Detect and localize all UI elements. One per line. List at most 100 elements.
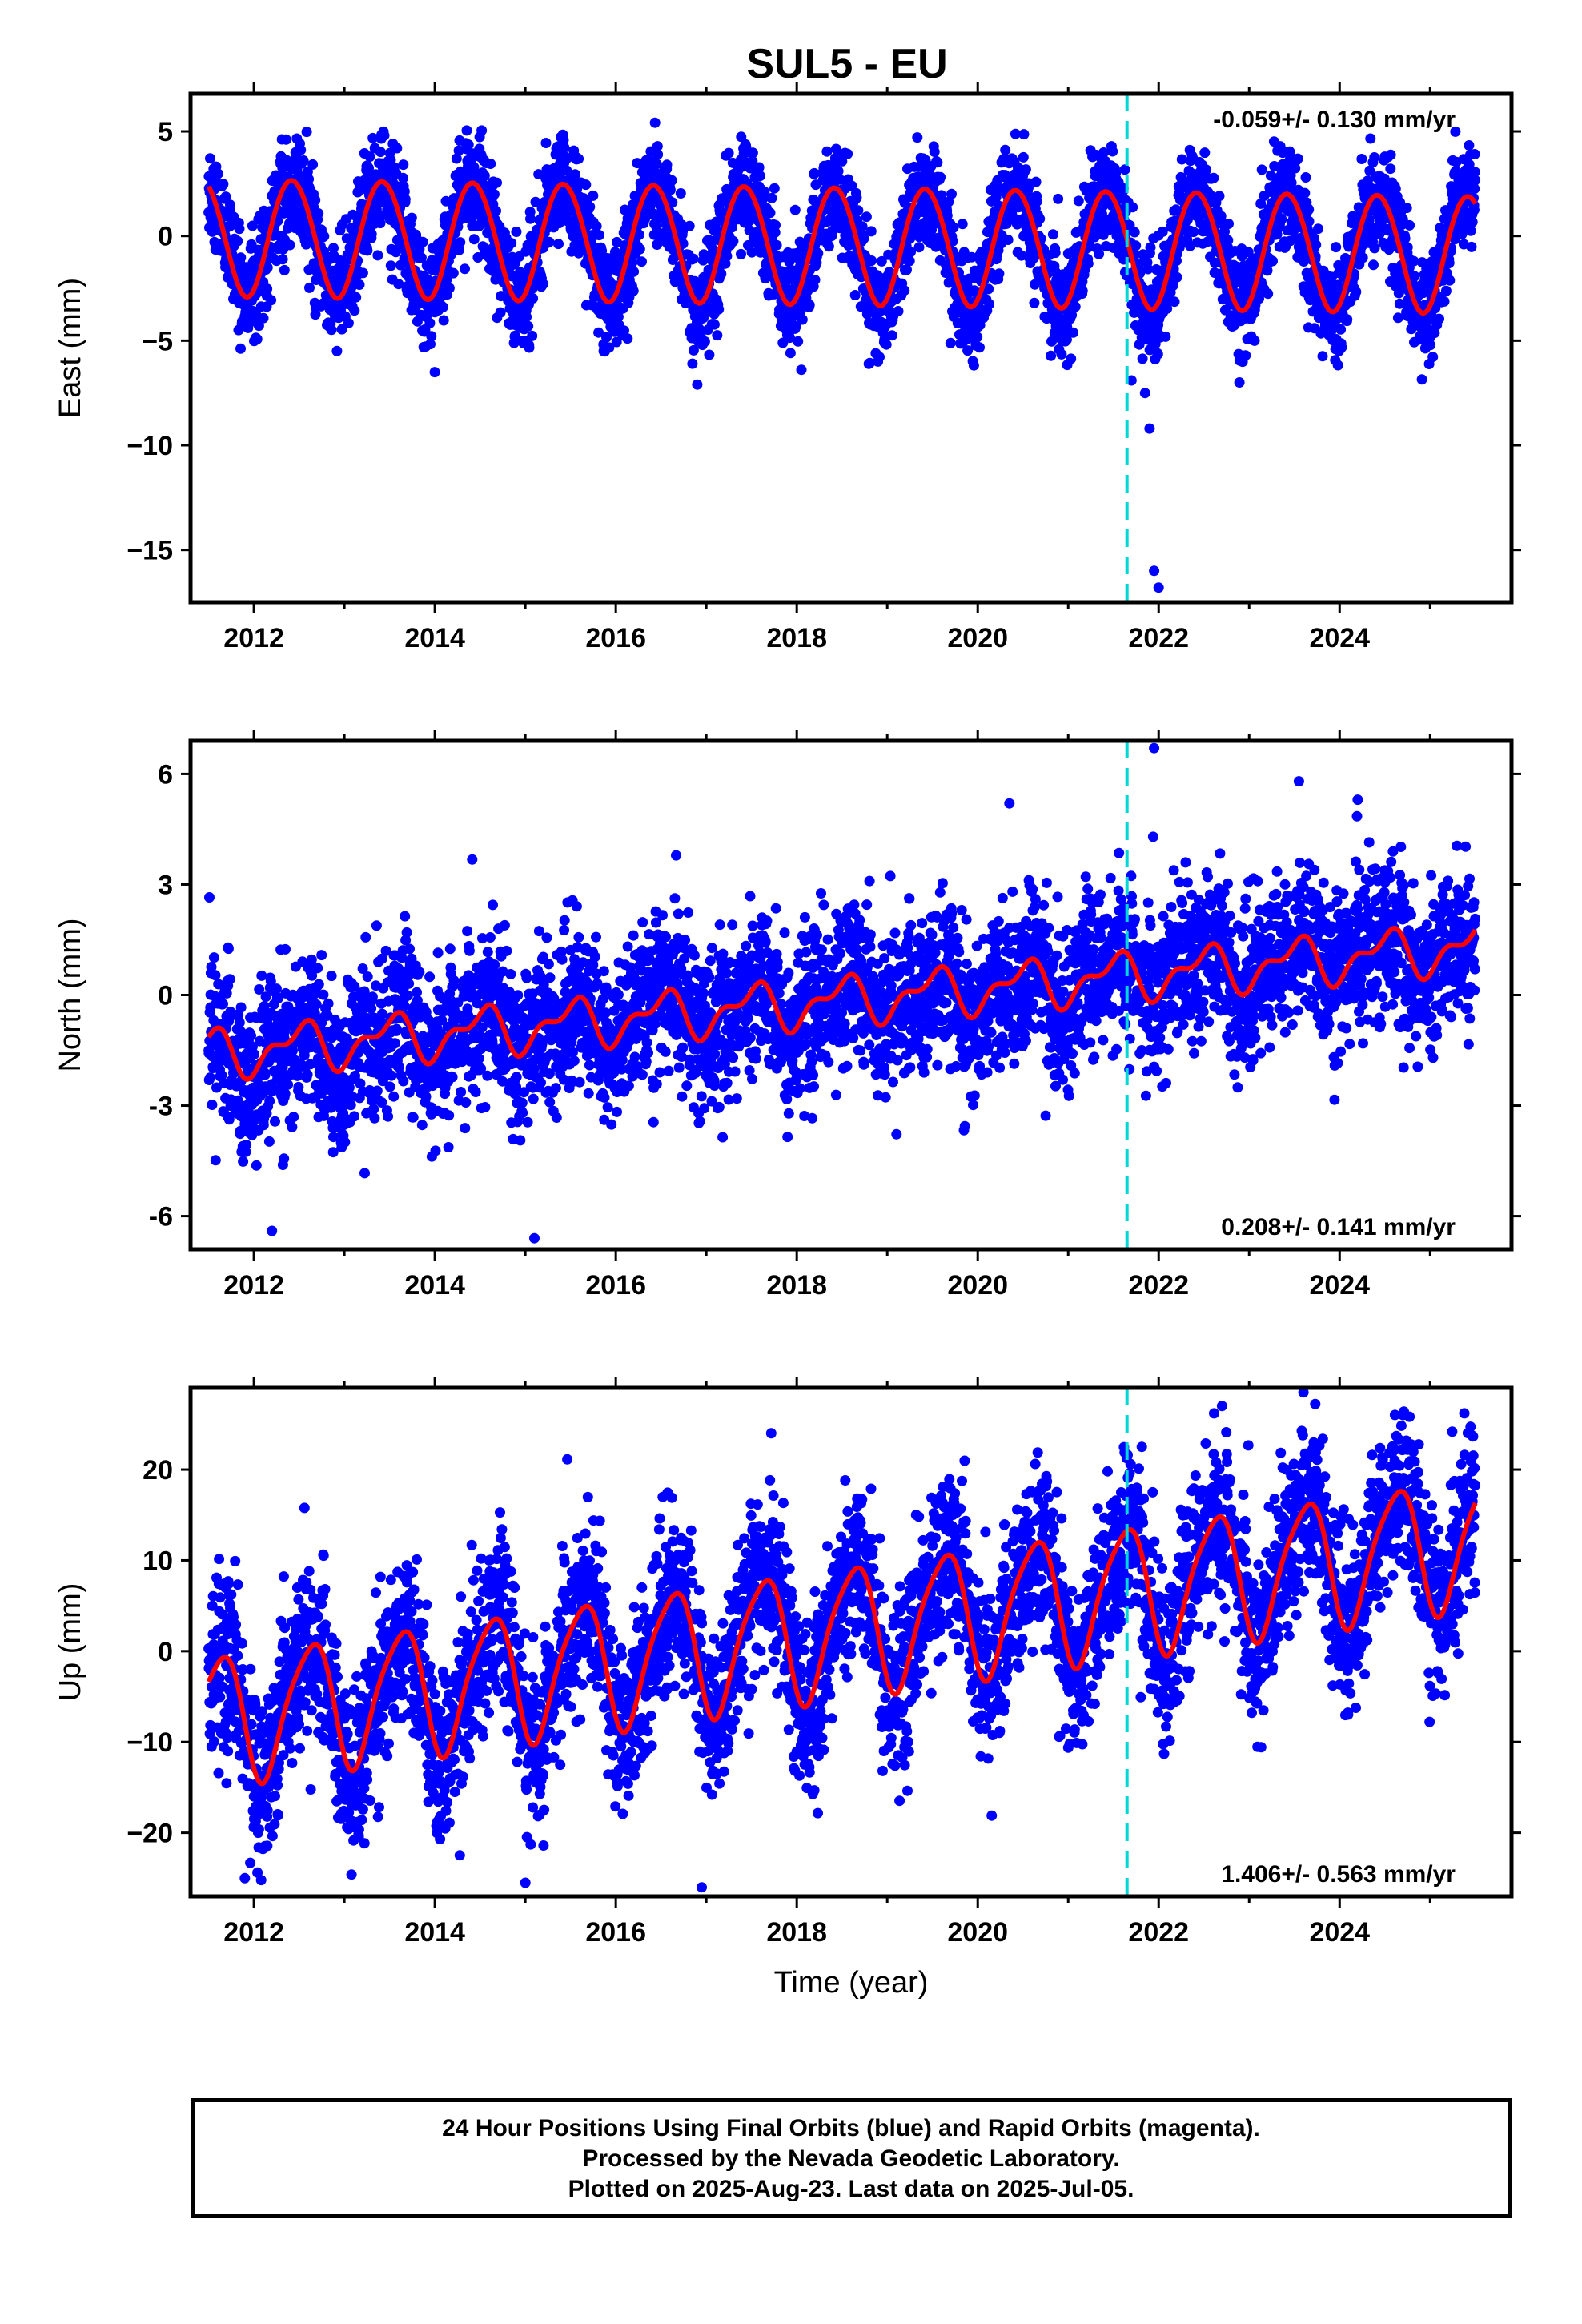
data-point [945, 337, 956, 348]
data-point [1127, 202, 1138, 213]
y-tick-label: −10 [126, 431, 173, 461]
data-point [341, 233, 352, 244]
data-point [687, 358, 698, 369]
data-point [218, 999, 228, 1010]
data-point-outlier [1139, 388, 1150, 399]
data-point [298, 155, 309, 166]
data-point [527, 330, 538, 341]
data-point [1047, 229, 1058, 240]
data-point [712, 330, 723, 341]
data-point [204, 892, 215, 903]
data-point [349, 305, 360, 316]
data-point [438, 315, 449, 326]
y-tick-label: −15 [126, 536, 173, 566]
data-point [277, 254, 288, 265]
data-point [1029, 297, 1040, 308]
data-point [861, 211, 872, 223]
data-point [1267, 255, 1278, 267]
data-point [1214, 191, 1225, 202]
data-point [363, 163, 374, 174]
data-point [974, 342, 985, 353]
data-point [1070, 301, 1081, 312]
data-point [437, 301, 448, 312]
data-point [232, 235, 243, 247]
data-point [853, 205, 864, 216]
data-point [422, 274, 433, 285]
data-point [212, 168, 223, 179]
data-point [1292, 153, 1303, 164]
data-point [601, 332, 612, 343]
data-point [699, 336, 710, 347]
data-point [1053, 193, 1064, 204]
y-tick-label: 5 [158, 117, 173, 147]
data-point [362, 245, 373, 256]
data-point [1171, 271, 1182, 283]
data-point [224, 974, 235, 985]
data-point [1466, 241, 1477, 252]
data-point [570, 169, 580, 180]
data-point [948, 222, 959, 233]
data-point [1199, 147, 1211, 159]
data-point [684, 220, 695, 231]
data-points-north [203, 742, 1481, 1244]
data-point [1342, 314, 1353, 325]
data-point [747, 155, 758, 167]
data-point [634, 243, 645, 255]
data-point [1130, 240, 1142, 251]
data-point-outlier [429, 367, 440, 378]
data-point [1416, 374, 1427, 385]
data-point [336, 324, 347, 335]
data-point [343, 317, 354, 328]
data-point [1223, 235, 1234, 246]
data-point [1399, 233, 1411, 244]
data-point [1018, 129, 1030, 140]
data-point [476, 125, 488, 136]
data-point [771, 239, 782, 251]
data-point [688, 253, 699, 264]
data-point [591, 221, 602, 231]
data-point [1427, 352, 1439, 363]
data-point [223, 943, 234, 955]
data-point [804, 300, 815, 311]
data-point [1336, 342, 1347, 353]
data-point [1439, 296, 1450, 307]
data-point [524, 342, 535, 353]
data-point [968, 360, 979, 371]
x-tick-label: 2020 [947, 623, 1008, 653]
data-point [1046, 350, 1057, 361]
data-point [1068, 327, 1078, 338]
data-point [793, 336, 804, 347]
data-point [994, 268, 1005, 279]
data-point [1409, 271, 1420, 282]
data-point [858, 233, 869, 244]
data-point [511, 227, 522, 237]
data-point [379, 130, 390, 141]
data-point [913, 242, 925, 253]
data-point [234, 223, 245, 235]
data-point [1094, 248, 1105, 259]
data-point [1020, 164, 1031, 175]
data-point [785, 332, 795, 344]
data-point [821, 146, 833, 157]
data-point [584, 201, 596, 212]
data-point [1469, 149, 1480, 159]
data-point [1201, 164, 1212, 175]
data-point [461, 125, 472, 136]
data-point [866, 255, 877, 266]
data-point [628, 266, 640, 277]
data-point [754, 171, 765, 182]
data-point [899, 285, 910, 296]
data-point [416, 252, 427, 263]
data-point [823, 241, 834, 252]
data-point [538, 279, 549, 290]
data-point [984, 299, 995, 310]
data-point [651, 159, 662, 170]
data-point [881, 339, 892, 350]
data-point [1434, 313, 1444, 324]
data-point [1030, 176, 1042, 187]
data-point [1335, 324, 1347, 335]
data-point [455, 237, 466, 248]
data-point [441, 274, 452, 285]
data-point [310, 195, 321, 206]
data-point [399, 186, 410, 197]
